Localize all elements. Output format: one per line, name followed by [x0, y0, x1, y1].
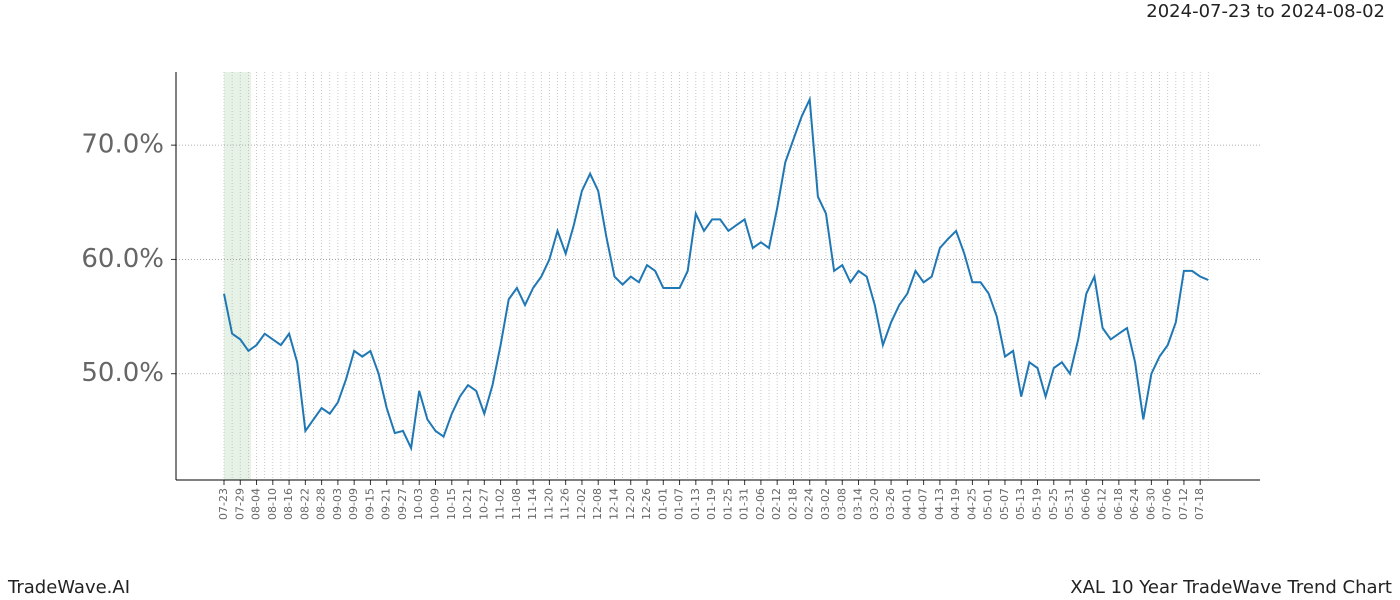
x-tick-label: 05-25 [1047, 488, 1060, 520]
x-tick-label: 10-27 [477, 488, 490, 520]
x-tick-label: 06-06 [1079, 488, 1092, 520]
x-tick-label: 12-14 [607, 488, 620, 520]
x-tick-label: 02-24 [803, 488, 816, 520]
x-tick-label: 07-29 [233, 488, 246, 520]
y-tick-label: 70.0% [81, 130, 164, 160]
x-tick-label: 03-02 [819, 488, 832, 520]
y-tick-label: 60.0% [81, 244, 164, 274]
x-tick-label: 04-07 [917, 488, 930, 520]
x-tick-label: 05-07 [998, 488, 1011, 520]
x-tick-label: 12-02 [575, 488, 588, 520]
x-tick-label: 08-22 [298, 488, 311, 520]
x-tick-label: 09-09 [347, 488, 360, 520]
x-tick-label: 09-03 [331, 488, 344, 520]
x-tick-label: 02-06 [754, 488, 767, 520]
x-tick-label: 10-03 [412, 488, 425, 520]
x-tick-label: 12-20 [624, 488, 637, 520]
x-tick-label: 02-12 [770, 488, 783, 520]
x-tick-label: 01-25 [721, 488, 734, 520]
x-tick-label: 05-31 [1063, 488, 1076, 520]
x-tick-label: 05-19 [1031, 488, 1044, 520]
x-tick-label: 11-20 [542, 488, 555, 520]
x-tick-label: 01-01 [656, 488, 669, 520]
x-tick-label: 08-04 [250, 488, 263, 520]
x-tick-label: 02-18 [786, 488, 799, 520]
date-range: 2024-07-23 to 2024-08-02 [1146, 1, 1385, 22]
x-tick-label: 11-08 [510, 488, 523, 520]
x-tick-label: 03-14 [852, 488, 865, 520]
x-tick-label: 01-19 [705, 488, 718, 520]
x-tick-label: 06-12 [1096, 488, 1109, 520]
x-tick-label: 09-15 [363, 488, 376, 520]
x-tick-label: 11-02 [494, 488, 507, 520]
x-tick-label: 12-08 [591, 488, 604, 520]
x-tick-label: 10-21 [461, 488, 474, 520]
x-tick-label: 04-01 [900, 488, 913, 520]
x-tick-label: 01-13 [689, 488, 702, 520]
x-tick-label: 01-31 [738, 488, 751, 520]
x-tick-label: 09-27 [396, 488, 409, 520]
x-tick-label: 06-18 [1112, 488, 1125, 520]
x-tick-label: 04-13 [933, 488, 946, 520]
x-tick-label: 09-21 [380, 488, 393, 520]
x-tick-label: 10-15 [445, 488, 458, 520]
x-tick-label: 04-19 [949, 488, 962, 520]
x-tick-label: 11-14 [526, 488, 539, 520]
x-tick-label: 10-09 [429, 488, 442, 520]
y-tick-label: 50.0% [81, 358, 164, 388]
x-tick-label: 07-12 [1177, 488, 1190, 520]
x-tick-label: 03-26 [884, 488, 897, 520]
x-tick-label: 07-06 [1161, 488, 1174, 520]
x-tick-label: 01-07 [673, 488, 686, 520]
x-tick-label: 08-10 [266, 488, 279, 520]
x-tick-label: 06-24 [1128, 488, 1141, 520]
x-tick-label: 04-25 [965, 488, 978, 520]
x-tick-label: 11-26 [559, 488, 572, 520]
x-tick-label: 03-08 [835, 488, 848, 520]
x-tick-label: 12-26 [640, 488, 653, 520]
footer-left: TradeWave.AI [7, 577, 130, 598]
highlight-band [224, 72, 252, 480]
footer-right: XAL 10 Year TradeWave Trend Chart [1070, 577, 1392, 598]
x-tick-label: 03-20 [868, 488, 881, 520]
x-tick-label: 06-30 [1144, 488, 1157, 520]
x-tick-label: 08-28 [315, 488, 328, 520]
series-line [223, 95, 1209, 452]
x-tick-label: 07-18 [1193, 488, 1206, 520]
x-tick-label: 07-23 [217, 488, 230, 520]
x-tick-label: 05-01 [982, 488, 995, 520]
x-tick-label: 05-13 [1014, 488, 1027, 520]
x-tick-label: 08-16 [282, 488, 295, 520]
